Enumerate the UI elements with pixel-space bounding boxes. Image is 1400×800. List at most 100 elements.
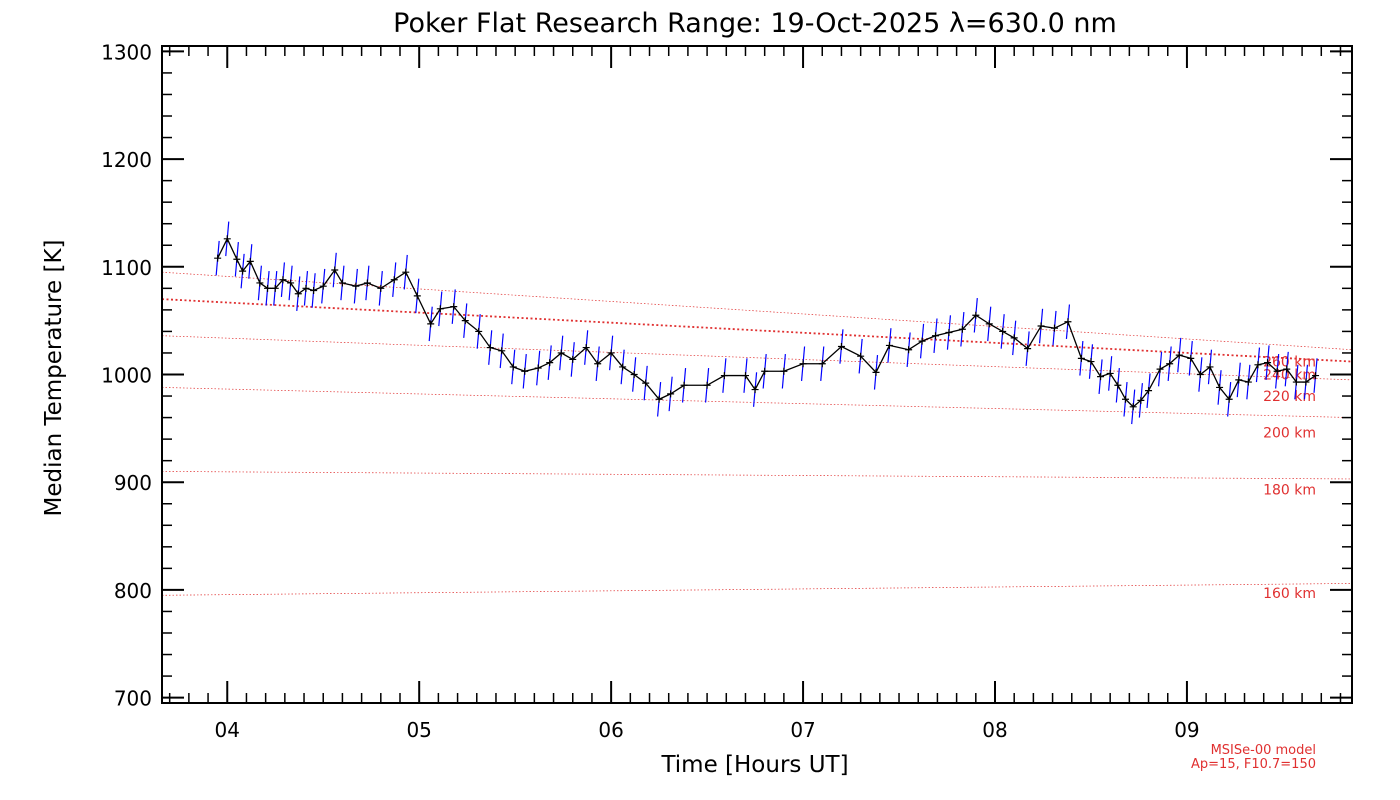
- data-point-63: [999, 327, 1007, 335]
- model-curve-0: [161, 583, 1353, 596]
- data-point-17: [363, 279, 371, 287]
- model-curve-label-5: 260 km: [1263, 355, 1316, 371]
- x-tick-label-5: 09: [1174, 718, 1199, 742]
- data-point-30: [521, 367, 529, 375]
- data-point-77: [1145, 387, 1153, 395]
- data-point-42: [667, 390, 675, 398]
- data-point-74: [1122, 395, 1130, 403]
- data-point-5: [256, 279, 264, 287]
- data-point-19: [390, 276, 398, 284]
- data-point-69: [1077, 354, 1085, 362]
- data-point-85: [1225, 395, 1233, 403]
- data-point-21: [413, 292, 421, 300]
- data-point-76: [1137, 396, 1145, 404]
- data-point-82: [1196, 371, 1204, 378]
- data-point-61: [972, 311, 980, 319]
- data-point-67: [1051, 324, 1058, 332]
- chart-title: Poker Flat Research Range: 19-Oct-2025 λ…: [393, 8, 1117, 39]
- data-line: [217, 237, 1316, 408]
- model-curve-label-1: 180 km: [1263, 483, 1316, 499]
- y-tick-label-6: 1300: [101, 40, 152, 64]
- x-tick-label-1: 05: [406, 718, 431, 742]
- y-axis-label: Median Temperature [K]: [41, 240, 67, 517]
- data-point-34: [569, 355, 577, 363]
- model-curve-3: [161, 335, 1353, 381]
- data-point-62: [985, 320, 993, 328]
- data-point-59: [945, 328, 953, 336]
- data-point-20: [402, 268, 410, 276]
- model-note-name: MSISe-00 model: [1211, 743, 1316, 758]
- data-point-93: [1302, 378, 1310, 386]
- data-point-92: [1292, 378, 1300, 386]
- data-point-0: [214, 254, 222, 262]
- data-point-54: [872, 368, 880, 376]
- data-point-4: [246, 257, 254, 265]
- data-point-35: [582, 344, 590, 352]
- axes-layer: 700 800 900 1000 1100 1200 1300 04 05 06 07 08 09: [101, 40, 1353, 742]
- y-tick-label-0: 700: [114, 687, 152, 711]
- data-point-48: [761, 367, 769, 375]
- data-point-50: [799, 360, 807, 368]
- data-point-60: [958, 325, 966, 333]
- data-point-9: [287, 279, 295, 287]
- data-point-31: [534, 364, 542, 372]
- data-point-71: [1097, 373, 1105, 381]
- data-point-57: [918, 337, 926, 345]
- data-point-28: [498, 347, 506, 355]
- model-curve-label-3: 220 km: [1263, 389, 1316, 405]
- model-note-params: Ap=15, F10.7=150: [1191, 757, 1316, 772]
- data-point-10: [294, 290, 302, 298]
- model-curve-4: [161, 298, 1353, 363]
- data-point-65: [1024, 345, 1032, 353]
- data-point-12: [310, 286, 318, 294]
- data-point-91: [1283, 365, 1291, 373]
- data-point-79: [1166, 360, 1174, 368]
- data-point-46: [741, 372, 749, 380]
- data-point-25: [461, 317, 469, 325]
- data-point-38: [619, 363, 627, 371]
- x-tick-label-4: 08: [982, 718, 1007, 742]
- data-point-51: [818, 360, 826, 368]
- y-tick-label-4: 1100: [101, 256, 152, 280]
- data-point-64: [1010, 334, 1018, 342]
- data-point-33: [557, 349, 565, 357]
- data-point-8: [279, 276, 287, 284]
- data-point-87: [1244, 378, 1252, 386]
- data-point-66: [1037, 322, 1045, 330]
- model-curve-2: [161, 387, 1353, 418]
- data-point-80: [1175, 351, 1183, 359]
- data-point-13: [319, 282, 327, 290]
- data-point-14: [331, 266, 339, 274]
- data-point-53: [857, 352, 865, 360]
- data-point-45: [720, 372, 728, 380]
- data-point-24: [450, 303, 458, 311]
- data-point-39: [630, 371, 638, 378]
- data-point-3: [239, 267, 247, 275]
- y-tick-label-5: 1200: [101, 148, 152, 172]
- data-point-52: [837, 342, 845, 350]
- data-point-72: [1106, 369, 1114, 377]
- data-point-56: [905, 346, 913, 354]
- data-point-68: [1064, 318, 1072, 326]
- data-point-73: [1114, 381, 1122, 389]
- data-point-18: [377, 284, 385, 292]
- data-point-47: [751, 386, 759, 394]
- data-point-27: [486, 344, 494, 352]
- data-point-7: [271, 284, 279, 292]
- data-point-84: [1216, 383, 1224, 391]
- x-axis-label: Time [Hours UT]: [660, 752, 848, 778]
- y-tick-label-3: 1000: [101, 364, 152, 388]
- data-point-89: [1264, 359, 1272, 367]
- data-point-86: [1235, 376, 1243, 384]
- data-series-layer: [214, 221, 1320, 425]
- model-curve-label-2: 200 km: [1263, 426, 1316, 442]
- data-point-1: [223, 235, 231, 243]
- data-point-49: [780, 367, 788, 375]
- x-tick-label-0: 04: [215, 718, 240, 742]
- x-tick-label-2: 06: [598, 718, 623, 742]
- data-point-55: [885, 341, 893, 349]
- data-point-32: [546, 359, 554, 367]
- data-point-75: [1129, 403, 1137, 411]
